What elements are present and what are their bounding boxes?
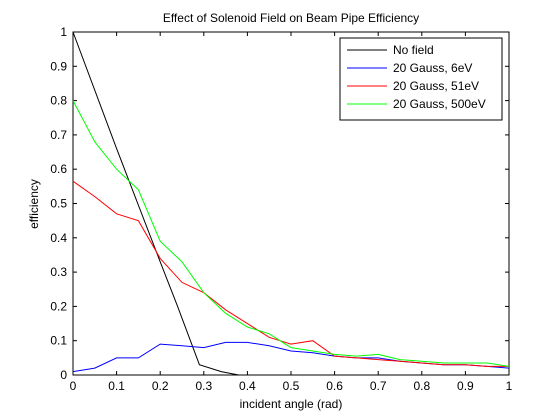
x-tick-label: 0.3 bbox=[195, 379, 212, 393]
chart-title: Effect of Solenoid Field on Beam Pipe Ef… bbox=[163, 11, 419, 25]
y-tick-label: 0.5 bbox=[50, 197, 67, 211]
y-tick-label: 0.2 bbox=[50, 299, 67, 313]
y-tick-label: 1 bbox=[60, 25, 67, 39]
x-tick-label: 0.8 bbox=[413, 379, 430, 393]
y-tick-label: 0.9 bbox=[50, 59, 67, 73]
legend-label-20-gauss-51ev: 20 Gauss, 51eV bbox=[393, 79, 479, 93]
y-tick-label: 0.4 bbox=[50, 231, 67, 245]
y-tick-label: 0.7 bbox=[50, 128, 67, 142]
y-axis: 0 0.1 0.2 0.3 0.4 0.5 0.6 0.7 0.8 0.9 1 bbox=[50, 25, 509, 382]
series-line-20-gauss-500ev bbox=[72, 100, 510, 367]
legend-label-20-gauss-6ev: 20 Gauss, 6eV bbox=[393, 61, 472, 75]
series-layer bbox=[72, 31, 510, 376]
series-line-no-field bbox=[72, 31, 239, 376]
x-tick-label: 0.6 bbox=[326, 379, 343, 393]
y-tick-label: 0.8 bbox=[50, 94, 67, 108]
series-line-20-gauss-51ev bbox=[72, 180, 509, 367]
legend-label-20-gauss-500ev: 20 Gauss, 500eV bbox=[393, 97, 486, 111]
x-tick-label: 0.1 bbox=[108, 379, 125, 393]
x-axis-label: incident angle (rad) bbox=[240, 397, 343, 411]
x-tick-label: 0.9 bbox=[457, 379, 474, 393]
y-tick-label: 0.6 bbox=[50, 162, 67, 176]
y-tick-label: 0.1 bbox=[50, 334, 67, 348]
x-tick-label: 1 bbox=[506, 379, 513, 393]
legend-label-no-field: No field bbox=[393, 43, 434, 57]
y-axis-label: efficiency bbox=[27, 179, 41, 229]
x-tick-label: 0.7 bbox=[370, 379, 387, 393]
y-tick-label: 0.3 bbox=[50, 265, 67, 279]
y-tick-label: 0 bbox=[60, 368, 67, 382]
x-tick-label: 0.2 bbox=[152, 379, 169, 393]
x-tick-label: 0.5 bbox=[283, 379, 300, 393]
legend-box bbox=[339, 37, 503, 121]
x-tick-label: 0 bbox=[70, 379, 77, 393]
x-tick-label: 0.4 bbox=[239, 379, 256, 393]
legend: No field 20 Gauss, 6eV 20 Gauss, 51eV 20 Ga… bbox=[339, 37, 503, 121]
x-axis: 0 0.1 0.2 0.3 0.4 0.5 0.6 0.7 0.8 0.9 1 bbox=[70, 32, 513, 393]
